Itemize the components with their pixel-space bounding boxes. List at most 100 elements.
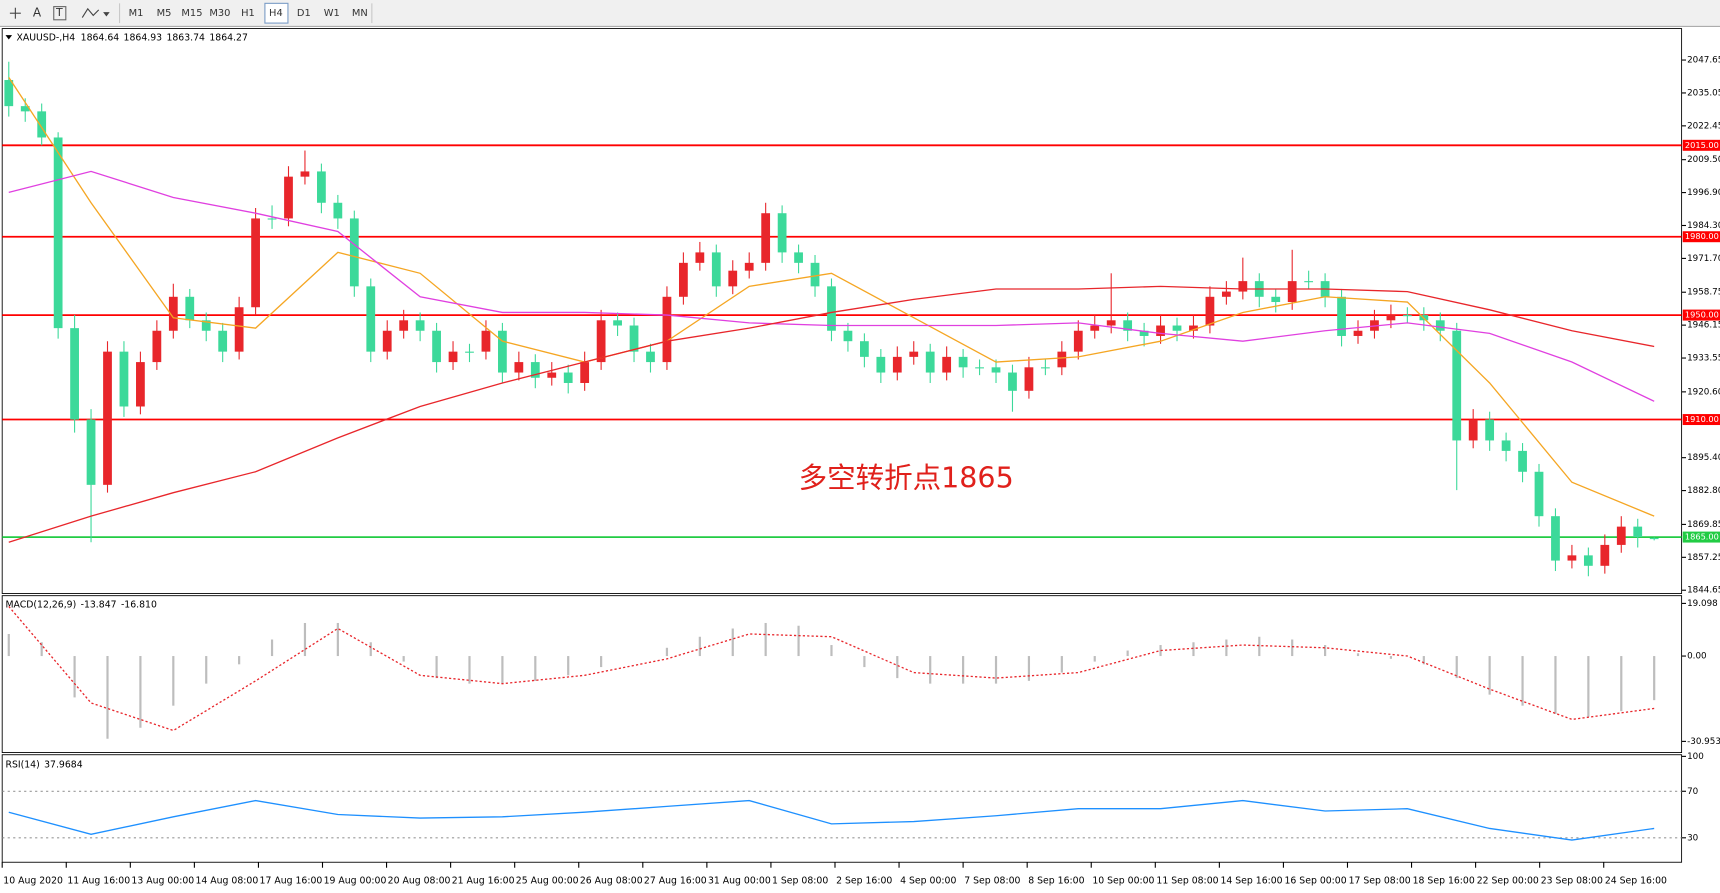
candle-body xyxy=(876,356,886,373)
candle-body xyxy=(925,351,935,373)
x-tick-label: 19 Aug 00:00 xyxy=(324,875,387,886)
candle-body xyxy=(1452,330,1462,441)
candle-body xyxy=(1221,291,1231,297)
timeframe-button[interactable]: H4 xyxy=(269,8,283,19)
x-tick-label: 22 Sep 00:00 xyxy=(1477,875,1539,886)
candle-body xyxy=(958,356,968,368)
x-tick-label: 21 Aug 16:00 xyxy=(452,875,515,886)
candle-body xyxy=(382,330,392,352)
candle-body xyxy=(794,252,803,263)
macd-panel xyxy=(1,595,1683,753)
candle-body xyxy=(530,362,540,378)
x-tick-label: 17 Aug 16:00 xyxy=(260,875,323,886)
level-tag xyxy=(1682,531,1720,543)
level-tag xyxy=(1682,139,1720,151)
candle-body xyxy=(1501,440,1511,451)
candle-body xyxy=(1271,296,1281,303)
candle-body xyxy=(695,252,705,263)
candle-body xyxy=(1008,372,1017,391)
candle-body xyxy=(1353,330,1363,336)
x-tick-label: 14 Aug 08:00 xyxy=(195,875,258,886)
candle-body xyxy=(399,320,409,331)
candle-body xyxy=(317,171,326,203)
moving-average xyxy=(8,77,1655,517)
text-tool-box xyxy=(53,6,67,21)
x-tick-label: 24 Sep 16:00 xyxy=(1605,875,1667,886)
rsi-panel xyxy=(1,754,1683,863)
timeframe-button[interactable]: MN xyxy=(352,8,368,19)
candle-body xyxy=(4,80,14,107)
candle-body xyxy=(20,106,30,112)
candle-body xyxy=(1139,330,1149,336)
x-tick-label: 26 Aug 08:00 xyxy=(580,875,643,886)
candle-body xyxy=(1485,419,1495,441)
x-tick-label: 11 Sep 08:00 xyxy=(1156,875,1218,886)
timeframe-button[interactable]: M1 xyxy=(129,8,144,19)
candle-body xyxy=(662,296,672,363)
candle-body xyxy=(1024,367,1034,391)
y-tick-label: 1882.80 xyxy=(1687,486,1720,496)
candle-body xyxy=(843,330,853,342)
symbol: XAUUSD-,H4 xyxy=(16,32,75,43)
timeframe-button[interactable]: W1 xyxy=(324,8,340,19)
candle-body xyxy=(53,137,63,329)
y-tick-label: 1844.65 xyxy=(1687,586,1720,596)
icon-path xyxy=(81,7,100,18)
timeframe-button[interactable]: M15 xyxy=(181,8,202,19)
candle-body xyxy=(1567,555,1577,561)
candle-body xyxy=(1435,320,1445,331)
icon-arrow xyxy=(103,12,110,17)
candle-body xyxy=(1238,281,1248,292)
candle-body xyxy=(415,320,425,331)
text-tool[interactable]: A xyxy=(33,6,42,20)
y-tick-label: 2022.45 xyxy=(1687,121,1720,131)
x-tick-label: 8 Sep 16:00 xyxy=(1028,875,1084,886)
rsi-header: RSI(14) 37.9684 xyxy=(5,759,82,770)
rsi-value: 37.9684 xyxy=(44,759,83,770)
objects-icon[interactable] xyxy=(81,7,110,18)
candle-body xyxy=(1402,315,1412,317)
active-timeframe xyxy=(264,2,289,24)
level-label: 1910.00 xyxy=(1685,414,1719,424)
collapse-icon xyxy=(5,35,13,40)
candle-body xyxy=(711,252,721,287)
x-tick-label: 13 Aug 00:00 xyxy=(131,875,194,886)
candle-body xyxy=(1073,330,1083,352)
candle-body xyxy=(1090,325,1100,331)
candle-body xyxy=(1633,526,1643,538)
candle-body xyxy=(1205,296,1215,326)
rsi-name: RSI(14) xyxy=(5,759,39,770)
y-tick-label: 0.00 xyxy=(1687,652,1707,662)
candle-body xyxy=(613,320,622,326)
candle-body xyxy=(201,320,211,331)
candle-body xyxy=(1040,367,1050,369)
crosshair-icon[interactable] xyxy=(9,7,21,19)
level-label: 1950.00 xyxy=(1685,310,1719,320)
candle-body xyxy=(136,362,145,407)
y-tick-label: 1857.25 xyxy=(1687,553,1720,563)
candle-body xyxy=(761,213,771,263)
candle-body xyxy=(1156,325,1165,336)
candle-body xyxy=(975,367,984,369)
candle-body xyxy=(1123,320,1133,331)
candle-body xyxy=(1057,351,1067,368)
x-tick-label: 17 Sep 08:00 xyxy=(1349,875,1411,886)
level-tag xyxy=(1682,231,1720,243)
timeframe-button[interactable]: M5 xyxy=(157,8,172,19)
x-tick-label: 2 Sep 16:00 xyxy=(836,875,892,886)
candle-body xyxy=(514,362,524,373)
x-tick-label: 1 Sep 08:00 xyxy=(772,875,828,886)
y-tick-label: 2009.50 xyxy=(1687,155,1720,165)
y-tick-label: -30.953 xyxy=(1687,737,1720,747)
timeframe-button[interactable]: D1 xyxy=(297,8,311,19)
plot-layer: 2047.65 2035.05 2022.45 2009.50 1996.90 1984.… xyxy=(1,56,1720,886)
label-tool[interactable]: T xyxy=(55,6,63,19)
candle-body xyxy=(810,262,820,287)
candle-body xyxy=(234,307,244,352)
timeframe-button[interactable]: M30 xyxy=(209,8,230,19)
candle-body xyxy=(1386,315,1396,321)
level-label: 2015.00 xyxy=(1685,140,1719,150)
candle-body xyxy=(152,330,162,363)
timeframe-button[interactable]: H1 xyxy=(241,8,255,19)
candle-body xyxy=(218,330,228,352)
